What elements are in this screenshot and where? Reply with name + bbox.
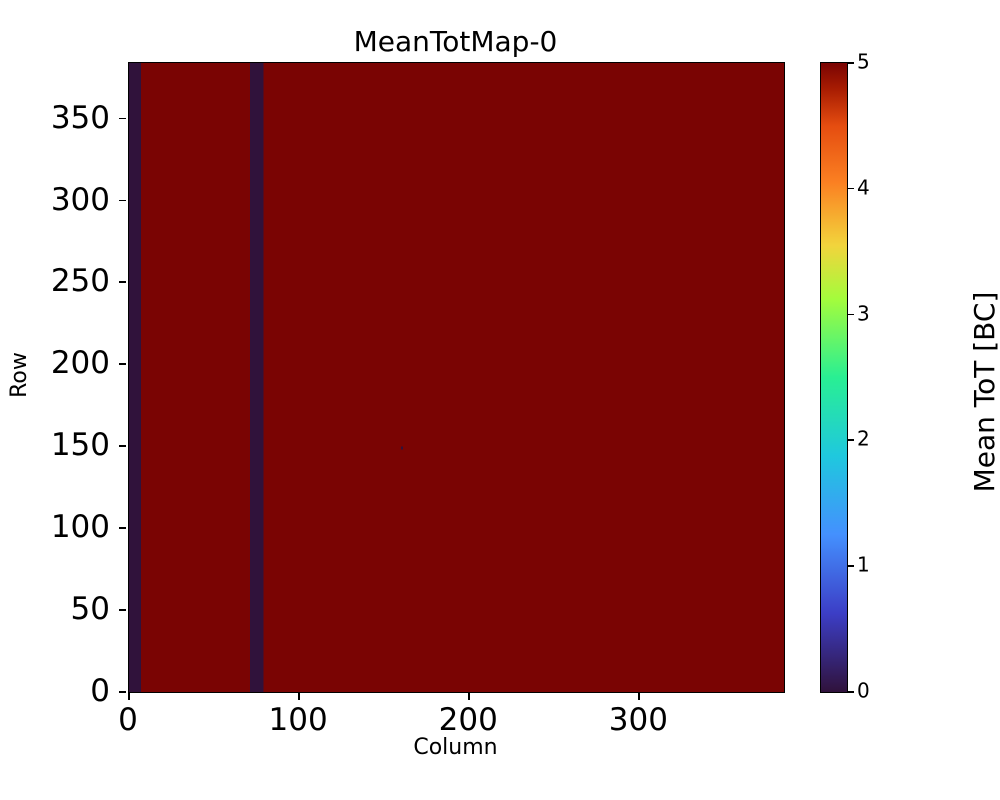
colorbar-tick-mark bbox=[847, 62, 854, 64]
colorbar-tick-label: 2 bbox=[857, 426, 870, 451]
y-tick-label: 200 bbox=[50, 345, 110, 382]
x-tick-label: 100 bbox=[268, 702, 328, 738]
y-tick-mark bbox=[119, 445, 127, 447]
colorbar-tick-label: 1 bbox=[857, 552, 870, 577]
page-title: MeanTotMap-0 bbox=[353, 25, 558, 58]
heatmap-image bbox=[129, 63, 784, 692]
colorbar-tick-mark bbox=[847, 691, 854, 693]
y-tick-label: 300 bbox=[50, 181, 110, 218]
y-tick-label: 100 bbox=[50, 509, 110, 546]
colorbar-tick-label: 0 bbox=[857, 678, 870, 703]
y-tick-mark bbox=[119, 199, 127, 202]
colorbar-tick-label: 5 bbox=[857, 49, 870, 74]
x-tick-label: 200 bbox=[438, 702, 498, 738]
y-tick-label: 150 bbox=[50, 427, 110, 464]
x-tick-mark bbox=[298, 692, 300, 700]
x-tick-mark bbox=[468, 692, 470, 700]
colorbar-tick-mark bbox=[847, 313, 854, 316]
colorbar-tick-label: 3 bbox=[857, 301, 870, 326]
y-tick-mark bbox=[119, 527, 127, 529]
y-tick-mark bbox=[119, 363, 127, 365]
x-tick-label: 0 bbox=[118, 702, 138, 738]
x-tick-mark bbox=[128, 692, 130, 700]
y-tick-mark bbox=[119, 117, 127, 120]
colorbar-tick-mark bbox=[847, 187, 854, 190]
colorbar-label: Mean ToT [BC] bbox=[968, 291, 1000, 493]
y-tick-mark bbox=[119, 691, 127, 693]
y-tick-label: 250 bbox=[50, 263, 110, 300]
y-tick-label: 350 bbox=[50, 99, 110, 136]
y-tick-label: 0 bbox=[90, 673, 110, 709]
y-tick-mark bbox=[119, 609, 127, 611]
y-tick-mark bbox=[119, 281, 127, 284]
x-tick-label: 300 bbox=[608, 702, 668, 738]
x-tick-mark bbox=[638, 692, 640, 700]
x-axis-label: Column bbox=[413, 735, 498, 760]
colorbar-tick-mark bbox=[847, 439, 854, 441]
colorbar-tick-label: 4 bbox=[857, 175, 870, 200]
y-tick-label: 50 bbox=[70, 591, 110, 628]
colorbar[interactable] bbox=[820, 62, 848, 693]
y-axis-label: Row bbox=[7, 352, 32, 398]
colorbar-tick-mark bbox=[847, 565, 854, 567]
heatmap-axes[interactable] bbox=[128, 62, 785, 693]
